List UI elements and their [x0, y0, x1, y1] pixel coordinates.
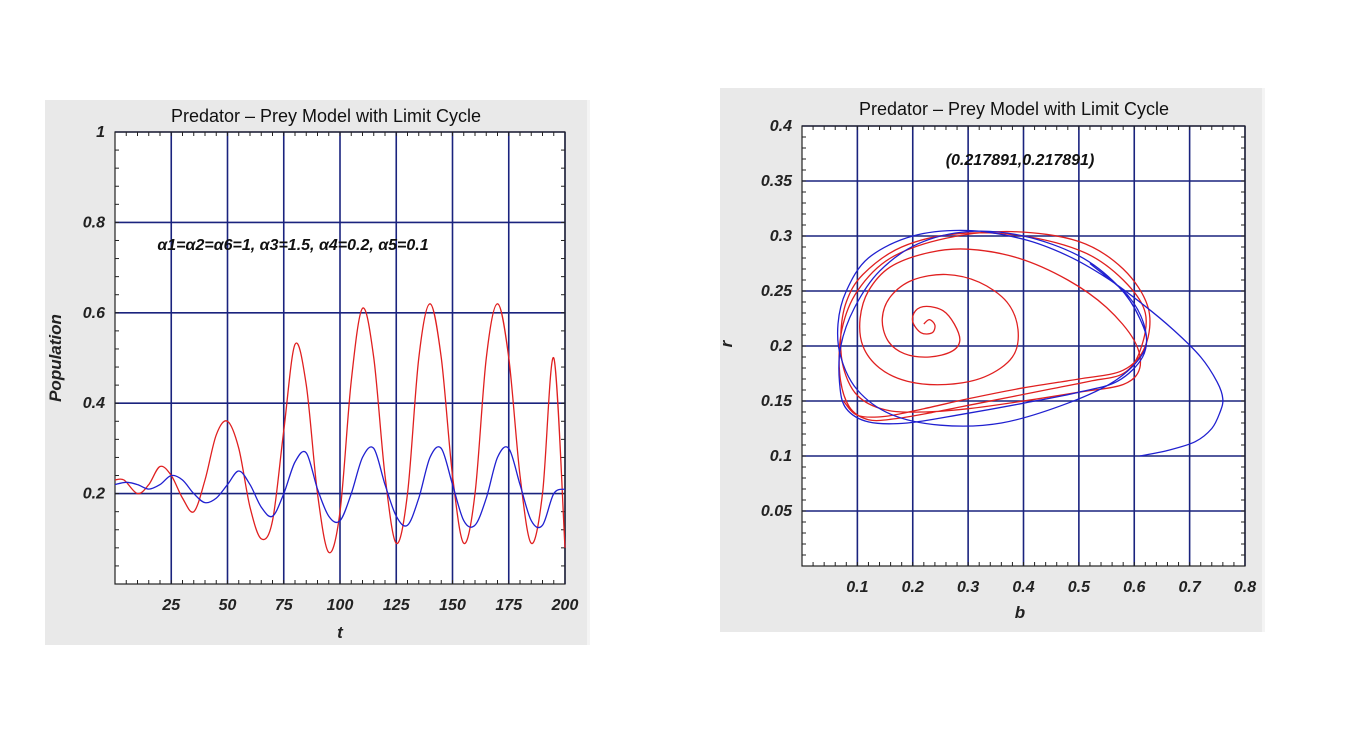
y-tick-label: 0.2: [83, 486, 105, 503]
x-tick-label: 0.4: [1012, 579, 1034, 596]
series-line-0: [838, 230, 1151, 422]
x-tick-label: 150: [439, 597, 466, 614]
x-tick-label: 0.7: [1179, 579, 1202, 596]
time-series-chart: Predator – Prey Model with Limit Cycle t…: [46, 106, 579, 642]
x-axis-label: b: [1015, 603, 1025, 622]
x-axis-label: t: [337, 623, 344, 642]
y-tick-label: 0.25: [761, 283, 793, 300]
x-tick-label: 0.3: [957, 579, 979, 596]
series-line-0: [114, 303, 566, 554]
panel-edge: [587, 100, 590, 645]
x-tick-label: 200: [551, 597, 579, 614]
x-tick-label: 0.1: [846, 579, 868, 596]
x-tick-label: 175: [495, 597, 523, 614]
chart-title: Predator – Prey Model with Limit Cycle: [171, 106, 481, 126]
y-tick-label: 0.4: [83, 395, 105, 412]
y-axis-label: Population: [46, 314, 65, 402]
x-tick-label: 0.6: [1123, 579, 1145, 596]
y-tick-label: 0.15: [761, 393, 793, 410]
x-tick-label: 25: [161, 597, 181, 614]
x-tick-label: 50: [219, 597, 237, 614]
y-tick-label: 0.8: [83, 214, 105, 231]
y-tick-label: 0.6: [83, 305, 105, 322]
phase-plane-chart: Predator – Prey Model with Limit Cycle b…: [717, 99, 1256, 622]
y-tick-label: 0.3: [770, 228, 792, 245]
series-line-1: [836, 229, 1224, 457]
x-tick-label: 75: [275, 597, 294, 614]
x-tick-label: 0.8: [1234, 579, 1256, 596]
x-tick-label: 100: [327, 597, 354, 614]
y-tick-label: 1: [96, 124, 105, 141]
equilibrium-annotation: (0.217891,0.217891): [946, 152, 1095, 169]
x-tick-label: 0.5: [1068, 579, 1091, 596]
x-tick-label: 125: [383, 597, 411, 614]
y-tick-label: 0.05: [761, 503, 793, 520]
minor-ticks: [114, 131, 566, 585]
y-tick-label: 0.1: [770, 448, 792, 465]
left-chart-panel: Predator – Prey Model with Limit Cycle t…: [45, 100, 590, 645]
x-tick-label: 0.2: [902, 579, 924, 596]
y-tick-label: 0.35: [761, 173, 793, 190]
minor-ticks: [801, 125, 1246, 567]
right-chart-panel: Predator – Prey Model with Limit Cycle b…: [717, 88, 1265, 632]
y-tick-label: 0.2: [770, 338, 792, 355]
panel-edge: [1262, 88, 1265, 632]
chart-title: Predator – Prey Model with Limit Cycle: [859, 99, 1169, 119]
series-line-1: [114, 446, 566, 529]
parameter-annotation: α1=α2=α6=1, α3=1.5, α4=0.2, α5=0.1: [157, 237, 428, 254]
y-axis-label: r: [717, 339, 736, 347]
y-tick-label: 0.4: [770, 118, 792, 135]
